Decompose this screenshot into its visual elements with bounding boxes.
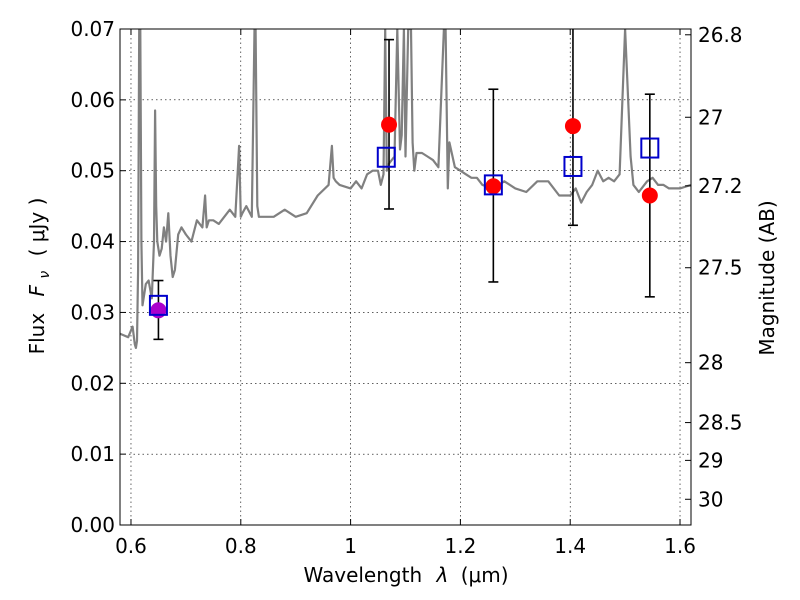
y2-tick-label: 29 [698,448,723,472]
spectrum-line [120,29,691,349]
x-tick-label: 1 [344,534,357,558]
x-axis-label: Wavelength λ (μm) [303,563,508,587]
x-tick-label: 0.6 [115,534,147,558]
x-tick-label: 1.6 [664,534,696,558]
y-tick-label: 0.01 [70,442,115,466]
y2-tick-label: 27.2 [698,174,743,198]
model-point [376,146,396,168]
grid [120,29,691,525]
x-tick-label: 1.4 [554,534,586,558]
y-tick-label: 0.00 [70,513,115,537]
observed-point [564,118,581,135]
y-axis-label-subscript: ν [37,271,53,279]
observed-point [381,116,398,133]
ticks: 0.6 0.8 1 1.2 1.4 1.6 0.00 0.01 0.02 0.03 0.04 0.05… [70,17,742,558]
model-point [483,174,503,196]
y2-axis-label: Magnitude (AB) [755,200,779,355]
y2-tick-label: 30 [698,487,723,511]
observed-point [641,187,658,204]
observed-point [485,178,502,195]
x-tick-label: 1.2 [444,534,476,558]
x-axis-label-symbol: λ [436,563,449,587]
y-tick-label: 0.05 [70,159,115,183]
model-point [148,294,168,316]
y2-tick-label: 27.5 [698,256,743,280]
x-axis-label-text: Wavelength [303,563,422,587]
y-axis-label-unit: ( μJy ) [25,198,49,257]
y2-tick-label: 26.8 [698,23,743,47]
plot-frame [119,28,692,526]
y2-tick-label: 27 [698,105,723,129]
y2-tick-label: 28.5 [698,411,743,435]
model-point [563,155,583,177]
y-axis-label-text: Flux [25,313,49,355]
y-tick-label: 0.02 [70,371,115,395]
y-tick-label: 0.03 [70,300,115,324]
y-tick-label: 0.07 [70,17,115,41]
plot-data [120,29,691,349]
y-tick-label: 0.04 [70,230,115,254]
y2-tick-label: 28 [698,351,723,375]
y-tick-label: 0.06 [70,88,115,112]
model-point [640,137,660,159]
x-axis-label-unit: (μm) [461,563,509,587]
y-axis-label-symbol: F [25,284,49,296]
y-axis-label: Flux F ν ( μJy ) [25,198,54,355]
x-tick-label: 0.8 [225,534,257,558]
